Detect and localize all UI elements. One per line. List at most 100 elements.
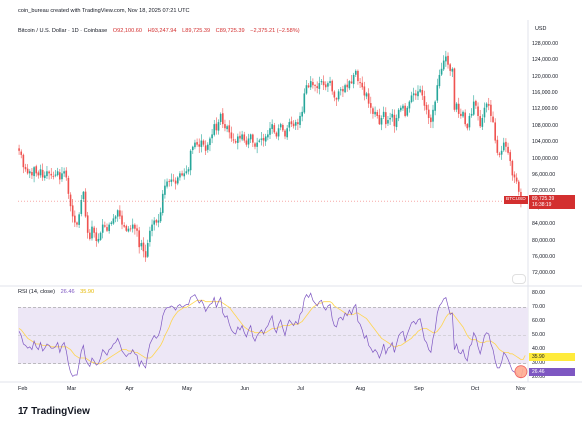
candle-body <box>116 210 119 217</box>
candle-body <box>387 120 389 124</box>
candle-body <box>339 89 342 91</box>
candle-body <box>404 105 406 116</box>
candle-body <box>391 113 394 118</box>
us-flag-icon <box>512 274 526 284</box>
rsi-ma-tag: 35.90 <box>529 353 575 361</box>
candle-body <box>67 177 70 194</box>
candle-body <box>335 98 338 100</box>
candle-body <box>144 251 147 258</box>
candle-body <box>322 81 325 86</box>
candle-body <box>509 152 512 162</box>
candle-body <box>502 142 505 151</box>
last-price-value: 89,725.39 <box>532 196 555 202</box>
candle-body <box>104 225 106 227</box>
candle-body <box>464 112 466 125</box>
candle-body <box>181 173 183 176</box>
candle-body <box>176 177 179 184</box>
candle-body <box>309 81 312 88</box>
candle-body <box>415 93 417 96</box>
candle-body <box>249 134 252 140</box>
candle-body <box>372 108 374 114</box>
candle-body <box>400 107 402 111</box>
candle-body <box>481 118 484 127</box>
candle-body <box>479 116 481 127</box>
candle-body <box>50 173 53 176</box>
candle-body <box>95 232 98 241</box>
candle-body <box>382 111 385 118</box>
candle-body <box>301 111 303 117</box>
candle-body <box>511 160 514 176</box>
candle-body <box>350 81 353 84</box>
candle-body <box>108 224 110 232</box>
candle-body <box>217 122 220 131</box>
candle-body <box>318 83 321 89</box>
candle-body <box>69 194 72 207</box>
candle-body <box>140 243 143 247</box>
candle-body <box>505 141 507 147</box>
candle-body <box>172 179 175 181</box>
candle-body <box>427 109 430 118</box>
candle-body <box>397 109 400 119</box>
price-tick-label: 80,000.00 <box>532 237 556 244</box>
candle-body <box>498 153 501 155</box>
candle-body <box>179 173 181 178</box>
candle-body <box>26 168 29 174</box>
price-tick-label: 84,000.00 <box>532 221 556 228</box>
candle-body <box>468 115 471 128</box>
candle-body <box>196 142 198 145</box>
candle-body <box>269 128 271 135</box>
candle-body <box>59 172 61 180</box>
candle-body <box>517 181 520 192</box>
candle-body <box>369 103 372 108</box>
price-tick-label: 108,000.00 <box>532 122 558 129</box>
candle-body <box>284 130 286 137</box>
candle-body <box>101 224 104 233</box>
candle-body <box>475 100 477 106</box>
candle-body <box>419 89 421 92</box>
candle-body <box>35 166 38 174</box>
candle-body <box>363 86 366 96</box>
candle-body <box>378 115 381 125</box>
candle-body <box>153 220 156 225</box>
candle-body <box>20 151 23 155</box>
candle-body <box>333 91 336 98</box>
candle-body <box>348 81 351 89</box>
time-tick-label: Nov <box>515 386 526 392</box>
candle-body <box>434 101 436 111</box>
candle-body <box>365 93 368 97</box>
candle-body <box>457 103 460 114</box>
candle-body <box>449 64 451 71</box>
candle-body <box>226 126 228 130</box>
candle-body <box>84 191 87 217</box>
candle-body <box>209 138 211 146</box>
price-tick-label: 100,000.00 <box>532 155 558 162</box>
time-tick-label: May <box>181 386 193 392</box>
candle-body <box>191 146 194 151</box>
candle-body <box>131 224 134 229</box>
candle-body <box>146 243 149 257</box>
candle-body <box>430 117 432 123</box>
high-value: H93,247.94 <box>147 28 177 34</box>
chart-credit: coin_bureau created with TradingView.com… <box>18 8 190 14</box>
candle-body <box>312 82 314 86</box>
candle-body <box>80 200 83 214</box>
candle-body <box>202 140 205 145</box>
rsi-label: RSI (14, close) <box>18 289 55 295</box>
candle-body <box>157 220 160 223</box>
candle-body <box>292 123 295 127</box>
candle-body <box>329 81 331 84</box>
candle-body <box>200 140 203 147</box>
candle-body <box>327 83 329 87</box>
candle-body <box>52 175 55 177</box>
candle-body <box>215 123 218 131</box>
candle-body <box>483 107 486 118</box>
candle-body <box>352 74 355 85</box>
candle-body <box>359 82 361 84</box>
candle-body <box>222 113 224 125</box>
rsi-tick-label: 80.00 <box>532 289 545 296</box>
candle-body <box>166 181 168 187</box>
candle-body <box>267 134 269 138</box>
rsi-tick-label: 50.00 <box>532 332 545 338</box>
candle-body <box>174 180 177 184</box>
